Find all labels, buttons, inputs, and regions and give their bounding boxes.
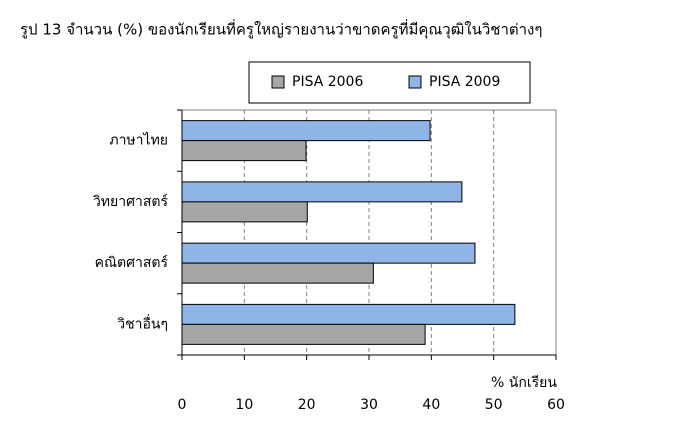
bar bbox=[181, 303, 516, 325]
y-tick-label: วิชาอื่นๆ bbox=[117, 314, 168, 332]
legend-label: PISA 2006 bbox=[292, 74, 363, 90]
x-tick-label: 20 bbox=[298, 397, 316, 413]
legend-swatch bbox=[271, 75, 285, 89]
bar bbox=[181, 140, 307, 162]
y-tick-label: ภาษาไทย bbox=[109, 132, 168, 149]
bar bbox=[181, 262, 374, 284]
x-tick-label: 30 bbox=[360, 397, 378, 413]
bar bbox=[181, 323, 426, 345]
x-tick-label: 0 bbox=[178, 397, 187, 413]
x-axis-label: % นักเรียน bbox=[491, 375, 557, 391]
bar bbox=[181, 201, 308, 223]
legend-box bbox=[248, 61, 531, 104]
x-tick-label: 10 bbox=[235, 397, 253, 413]
legend-label: PISA 2009 bbox=[429, 74, 500, 90]
bar bbox=[181, 181, 463, 203]
y-tick-label: คณิตศาสตร์ bbox=[95, 254, 169, 271]
chart-title: รูป 13 จำนวน (%) ของนักเรียนที่ครูใหญ่รา… bbox=[20, 19, 542, 40]
legend-swatch bbox=[408, 75, 422, 89]
x-tick-label: 40 bbox=[422, 397, 440, 413]
x-tick-label: 50 bbox=[485, 397, 503, 413]
bar bbox=[181, 120, 431, 142]
bar bbox=[181, 242, 476, 264]
y-tick-label: วิทยาศาสตร์ bbox=[93, 193, 169, 210]
x-tick-label: 60 bbox=[547, 397, 565, 413]
